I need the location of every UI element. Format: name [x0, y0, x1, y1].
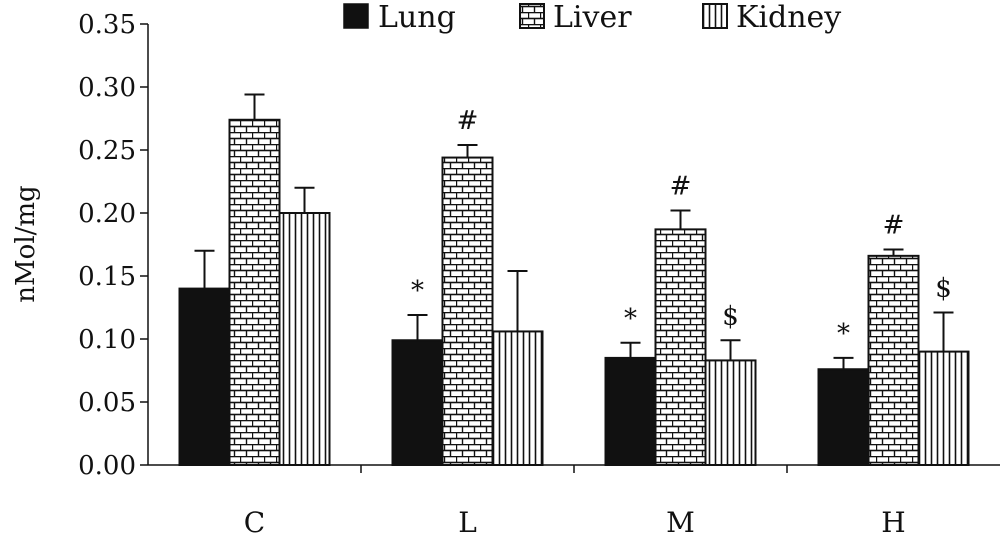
significance-marker: *: [411, 276, 424, 306]
plot-area: 0.00 0.05 0.10 0.15 0.20 0.25 0.30 0.35 C L * # M * # $…: [78, 10, 1000, 534]
significance-marker: #: [883, 211, 905, 241]
legend-swatch-lung: [343, 3, 369, 29]
y-tick-label: 0.00: [78, 451, 136, 481]
bar: [704, 359, 757, 467]
y-tick-label: 0.35: [78, 10, 136, 40]
x-tick-label: C: [244, 506, 265, 534]
bar: [278, 212, 331, 466]
y-tick-label: 0.20: [78, 199, 136, 229]
bar: [491, 330, 544, 466]
legend-swatch-liver: [519, 3, 545, 29]
bar: [391, 339, 444, 467]
y-tick-label: 0.10: [78, 325, 136, 355]
bar: [178, 287, 231, 466]
y-tick-label: 0.05: [78, 388, 136, 418]
x-tick-label: H: [881, 506, 905, 534]
legend-swatch-kidney: [702, 3, 728, 29]
bar: [228, 118, 281, 466]
bar: [817, 368, 870, 466]
significance-marker: #: [670, 171, 692, 201]
y-tick-label: 0.25: [78, 136, 136, 166]
bar: [917, 350, 970, 467]
bar: [654, 228, 707, 466]
bar: [867, 254, 920, 466]
legend-label-lung: Lung: [378, 0, 456, 35]
x-tick-label: L: [458, 506, 477, 534]
significance-marker: $: [722, 301, 739, 331]
y-tick-label: 0.30: [78, 73, 136, 103]
bar: [441, 156, 494, 466]
legend: Lung Liver Kidney: [343, 0, 841, 35]
significance-marker: $: [935, 274, 952, 304]
legend-label-liver: Liver: [553, 0, 632, 35]
y-tick-label: 0.15: [78, 262, 136, 292]
y-axis-title: nMol/mg: [11, 185, 41, 302]
bar: [604, 356, 657, 466]
legend-label-kidney: Kidney: [736, 0, 841, 35]
significance-marker: *: [837, 319, 850, 349]
x-tick-label: M: [666, 506, 695, 534]
significance-marker: *: [624, 304, 637, 334]
significance-marker: #: [457, 106, 479, 136]
